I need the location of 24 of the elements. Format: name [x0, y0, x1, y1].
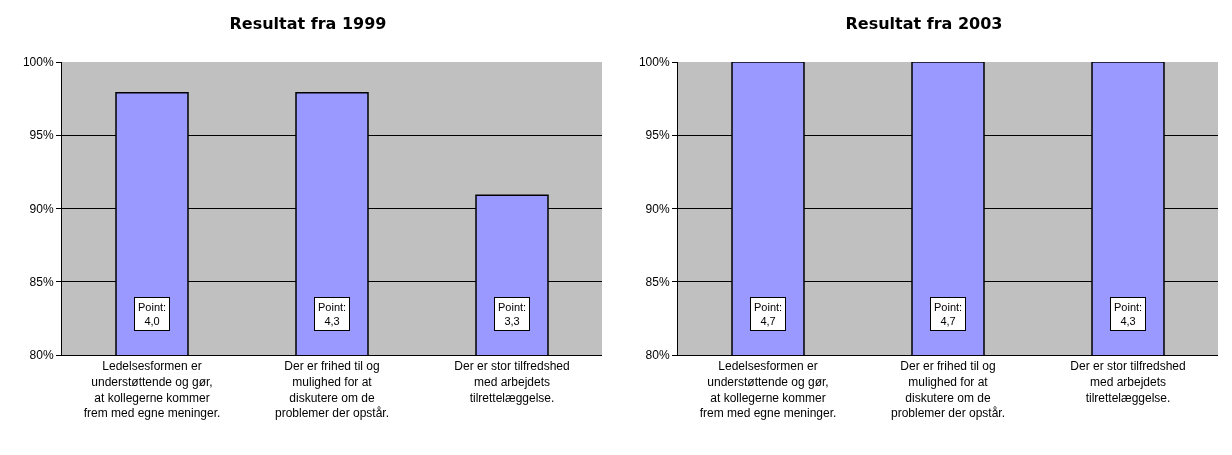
y-tick-label: 85% [645, 274, 670, 289]
y-tick-label: 100% [22, 55, 54, 70]
y-tick-label: 95% [29, 128, 54, 143]
x-tick-label: Ledelsesformen er understøttende og gør, at kollegerne kommer frem med egne meninger. [699, 359, 837, 421]
annotation: Point: 4,3 [1114, 301, 1143, 328]
y-tick-label: 95% [645, 128, 670, 143]
y-tick-label: 100% [638, 55, 670, 70]
y-tick-label: 85% [29, 274, 54, 289]
x-tick-label: Ledelsesformen er understøttende og gør, at kollegerne kommer frem med egne meninger. [83, 359, 221, 421]
annotation: Point: 4,7 [934, 301, 963, 328]
annotation: Point: 3,3 [498, 301, 527, 328]
y-tick-label: 90% [645, 201, 670, 216]
x-tick-label: Der er stor tilfredshed med arbejdets tilrettelæggelse. [1070, 359, 1186, 405]
y-tick-label: 80% [29, 348, 54, 363]
y-tick-label: 90% [29, 201, 54, 216]
x-tick-label: Der er frihed til og mulighed for at diskutere om de problemer der opstår. [274, 359, 390, 421]
chart-title: Resultat fra 2003 [845, 14, 1003, 34]
x-tick-label: Der er frihed til og mulighed for at diskutere om de problemer der opstår. [890, 359, 1006, 421]
chart-title: Resultat fra 1999 [229, 14, 387, 34]
annotation: Point: 4,0 [138, 301, 167, 328]
x-tick-label: Der er stor tilfredshed med arbejdets tilrettelæggelse. [454, 359, 570, 405]
y-tick-label: 80% [645, 348, 670, 363]
annotation: Point: 4,7 [754, 301, 783, 328]
annotation: Point: 4,3 [318, 301, 347, 328]
